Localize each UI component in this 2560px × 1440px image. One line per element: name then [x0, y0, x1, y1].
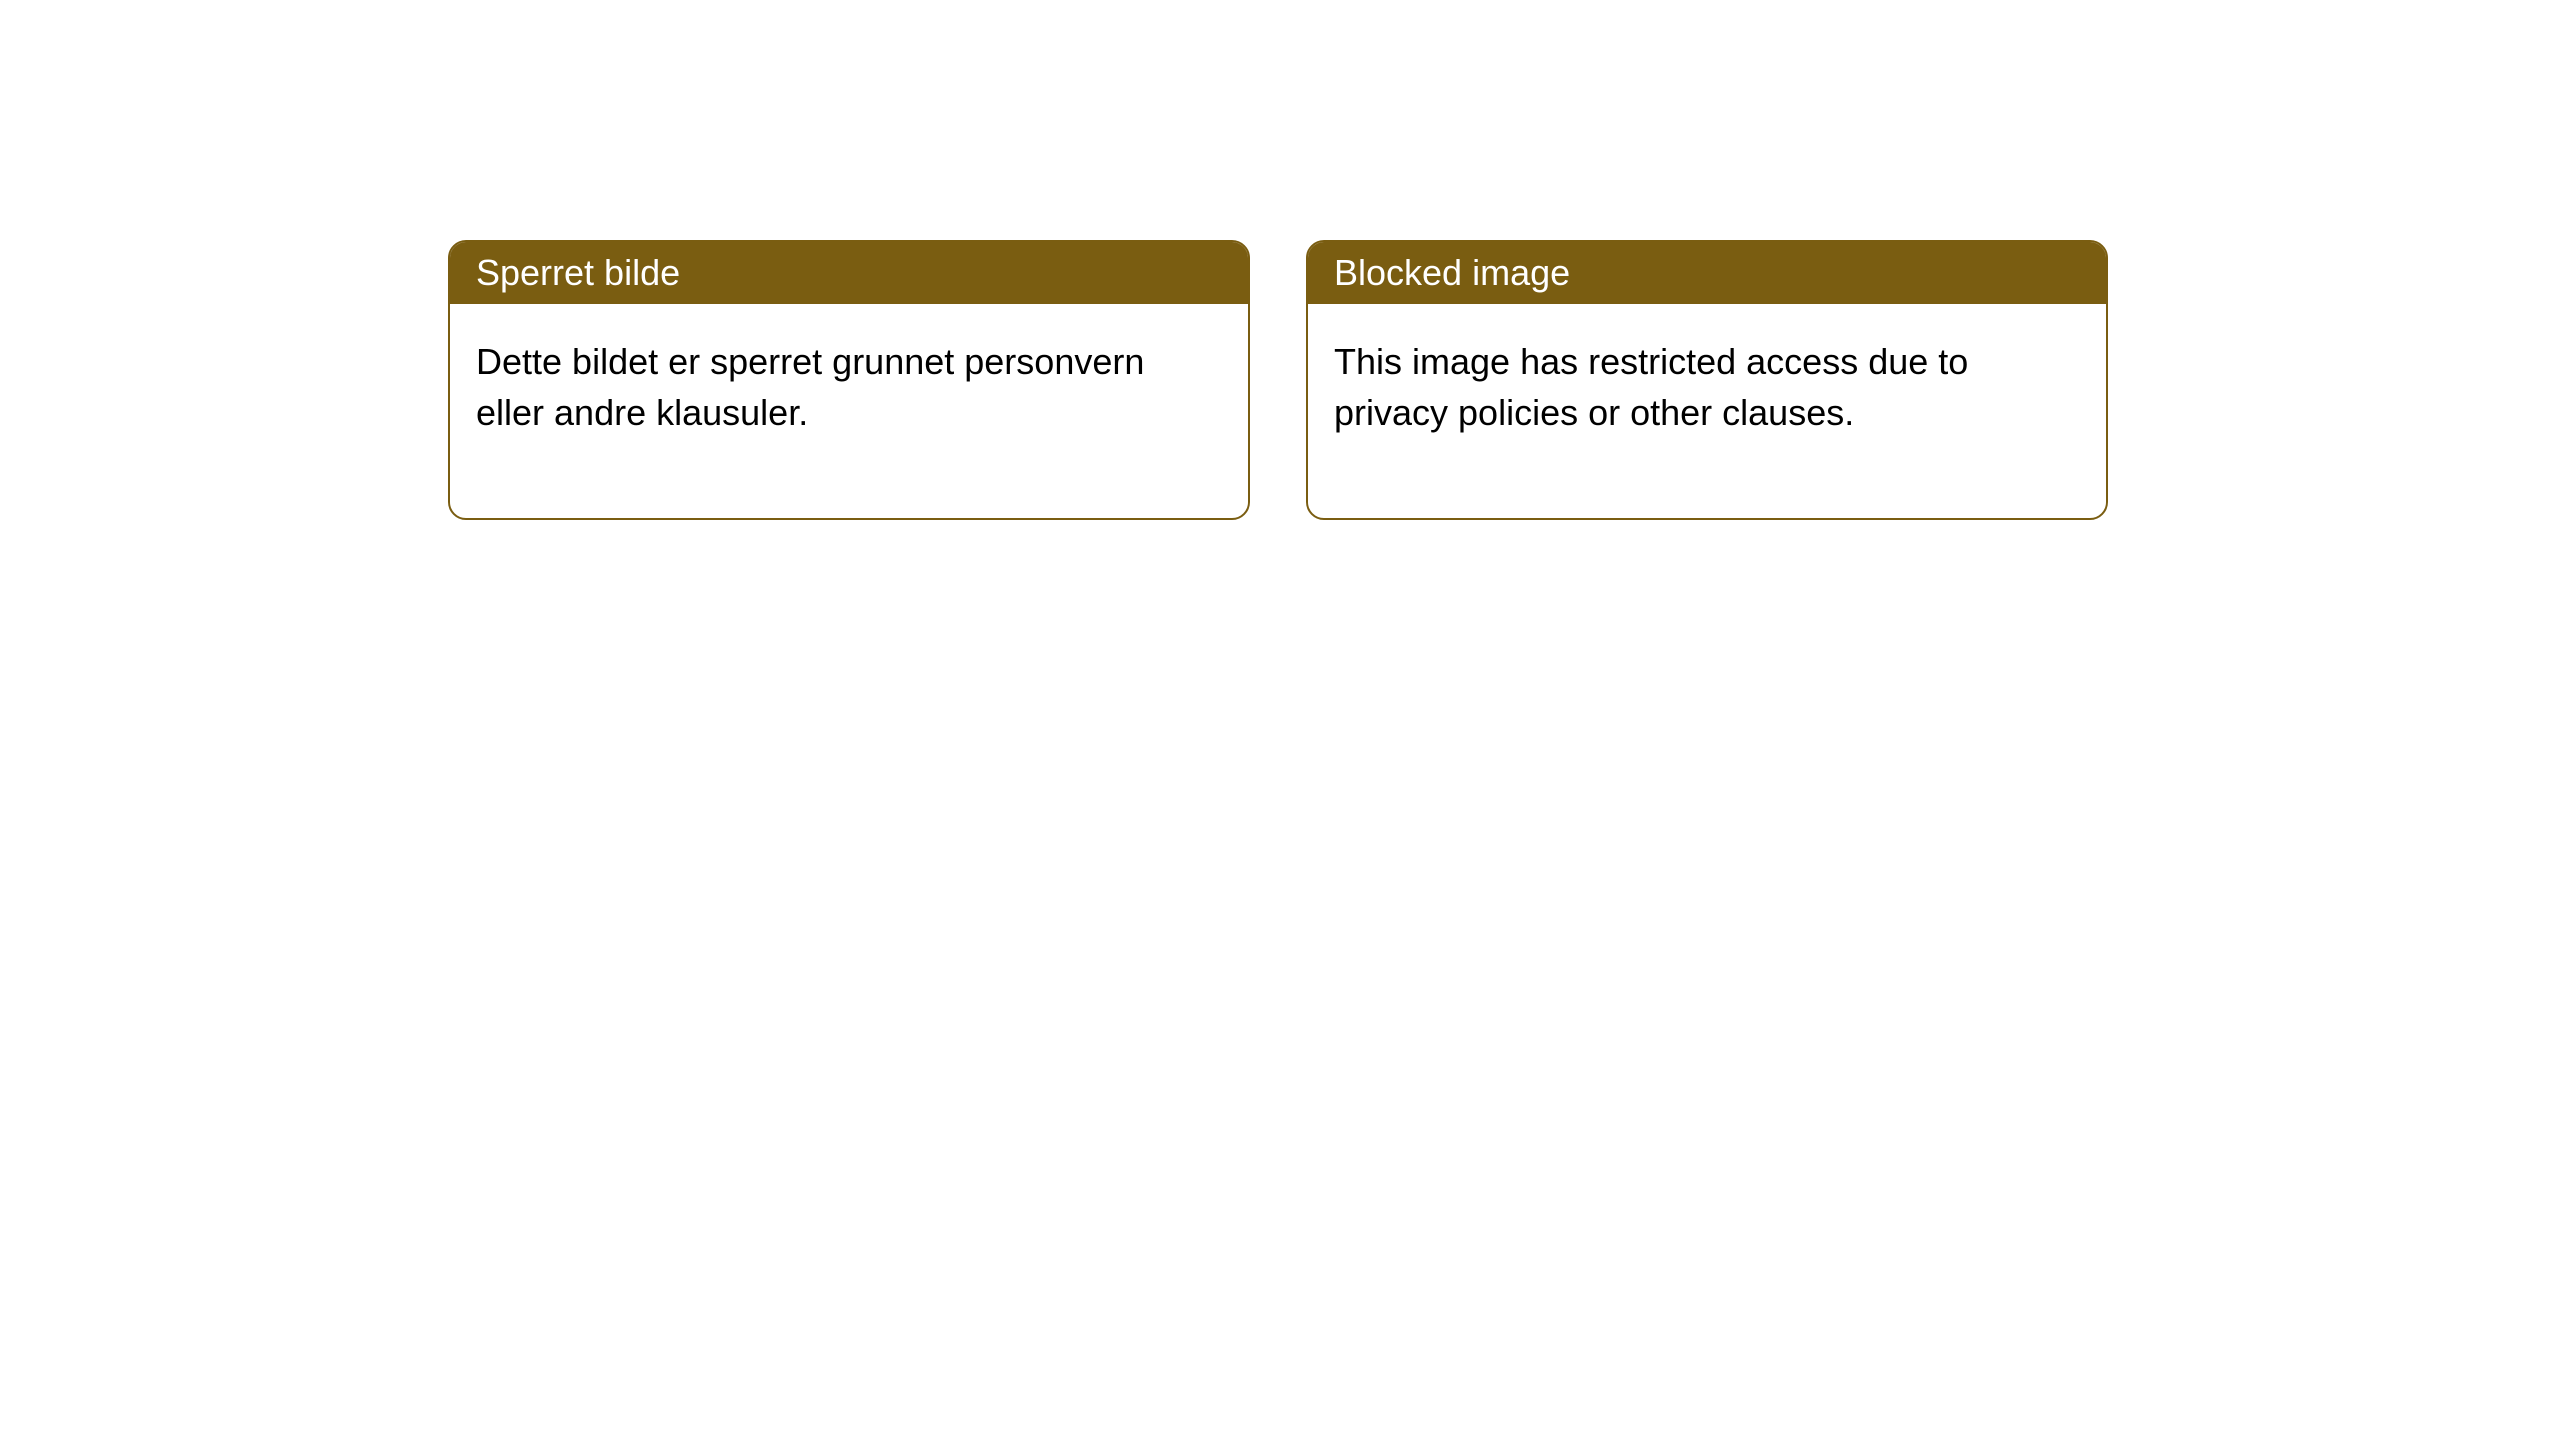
- notice-title: Blocked image: [1308, 242, 2106, 304]
- notice-body: Dette bildet er sperret grunnet personve…: [450, 304, 1248, 518]
- notice-title: Sperret bilde: [450, 242, 1248, 304]
- notice-body: This image has restricted access due to …: [1308, 304, 2106, 518]
- notice-container: Sperret bilde Dette bildet er sperret gr…: [0, 0, 2560, 520]
- notice-card-english: Blocked image This image has restricted …: [1306, 240, 2108, 520]
- notice-card-norwegian: Sperret bilde Dette bildet er sperret gr…: [448, 240, 1250, 520]
